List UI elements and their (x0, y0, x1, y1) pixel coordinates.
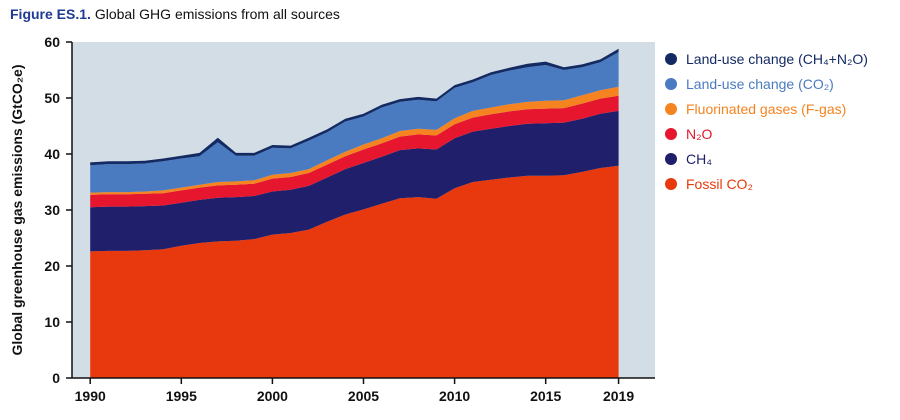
area-series-1 (90, 110, 619, 252)
legend-swatch (665, 102, 677, 115)
legend-item: Fossil CO₂ (665, 171, 868, 196)
x-tick-label: 2015 (530, 388, 561, 404)
area-series-3 (90, 86, 619, 195)
figure-number: Figure ES.1. (10, 6, 91, 22)
x-tick-label: 2010 (439, 388, 470, 404)
y-axis-title: Global greenhouse gas emissions (GtCO₂e) (9, 65, 25, 356)
y-tick-label: 30 (44, 202, 60, 218)
legend-label: N₂O (686, 125, 713, 142)
legend-item: Fluorinated gases (F-gas) (665, 96, 868, 121)
figure-title-text: Global GHG emissions from all sources (94, 6, 340, 22)
series-areas (90, 48, 619, 378)
y-tick-label: 50 (44, 90, 60, 106)
y-tick-label: 60 (44, 34, 60, 50)
area-series-0 (90, 165, 619, 378)
y-tick-label: 0 (52, 370, 60, 386)
x-tick-label: 2005 (348, 388, 379, 404)
y-tick-label: 40 (44, 146, 60, 162)
legend-label: Fluorinated gases (F-gas) (686, 100, 847, 117)
legend-swatch (665, 152, 677, 165)
legend: Land-use change (CH₄+N₂O) Land-use change… (665, 46, 868, 196)
figure-title: Figure ES.1. Global GHG emissions from a… (10, 6, 340, 22)
legend-item: Land-use change (CH₄+N₂O) (665, 46, 868, 71)
area-series-2 (90, 95, 619, 208)
legend-swatch (665, 177, 677, 190)
y-tick-label: 10 (44, 314, 60, 330)
x-tick-label: 2000 (257, 388, 288, 404)
x-tick-label: 1995 (166, 388, 197, 404)
legend-label: Fossil CO₂ (686, 175, 753, 192)
y-tick-label: 20 (44, 258, 60, 274)
legend-item: CH₄ (665, 146, 868, 171)
legend-label: Land-use change (CH₄+N₂O) (686, 50, 868, 67)
area-series-4 (90, 52, 619, 193)
legend-item: N₂O (665, 121, 868, 146)
legend-item: Land-use change (CO₂) (665, 71, 868, 96)
legend-label: CH₄ (686, 150, 712, 167)
legend-label: Land-use change (CO₂) (686, 75, 834, 92)
legend-swatch (665, 127, 677, 140)
legend-swatch (665, 52, 677, 65)
legend-swatch (665, 77, 677, 90)
x-tick-label: 2019 (603, 388, 634, 404)
x-tick-label: 1990 (75, 388, 106, 404)
axes: 0 10 20 30 40 50 60 1990 1995 2000 2005 2010 2015 201… (44, 34, 655, 404)
